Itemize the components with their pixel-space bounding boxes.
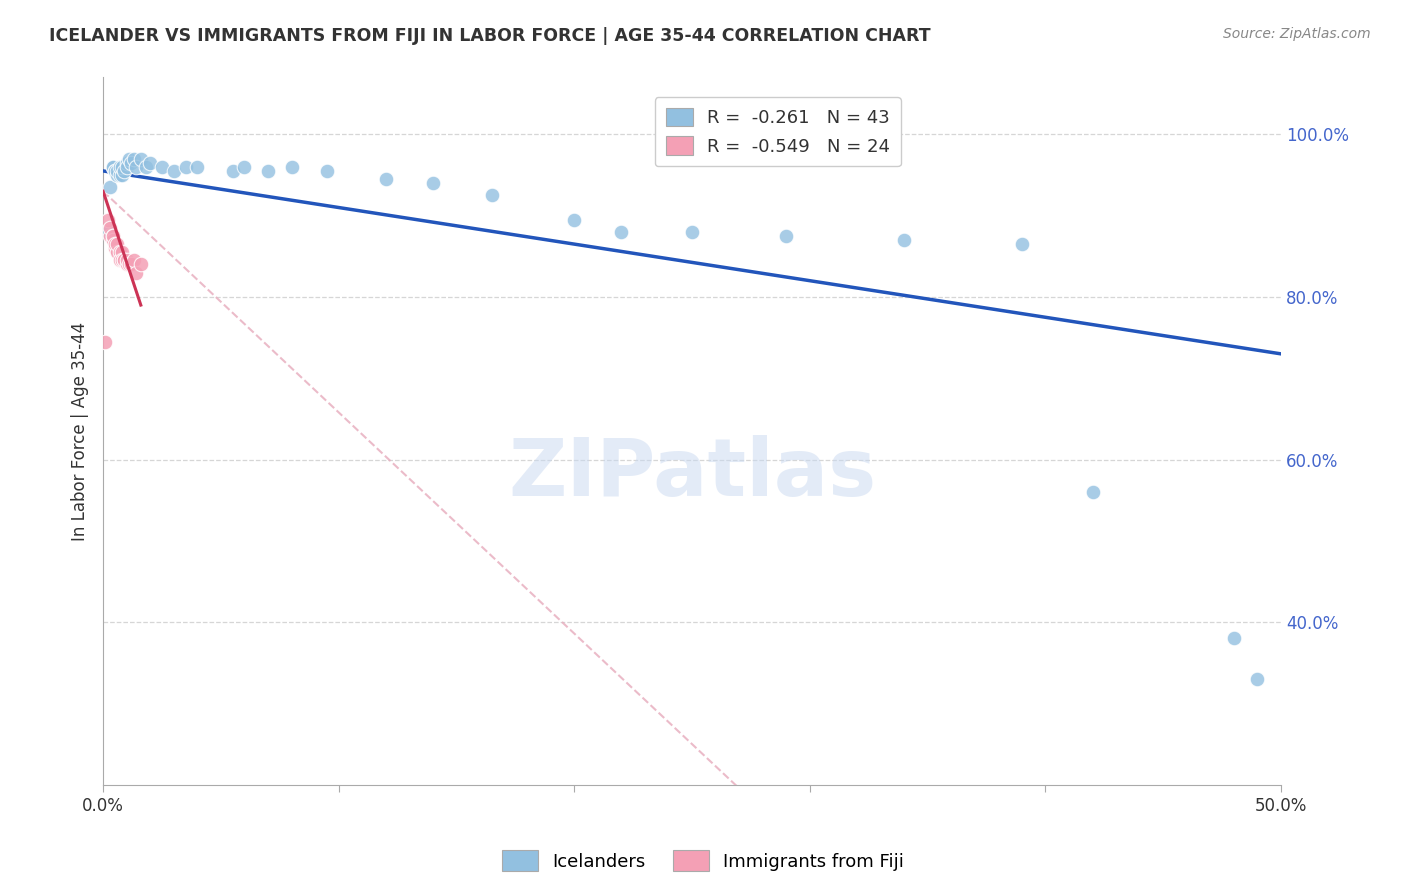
Point bbox=[98, 229, 121, 244]
Point bbox=[1011, 237, 1033, 252]
Point bbox=[118, 152, 141, 166]
Y-axis label: In Labor Force | Age 35-44: In Labor Force | Age 35-44 bbox=[72, 321, 89, 541]
Point bbox=[129, 152, 152, 166]
Point bbox=[135, 160, 157, 174]
Point bbox=[681, 225, 703, 239]
Point bbox=[1246, 672, 1268, 686]
Point bbox=[280, 160, 302, 174]
Point bbox=[174, 160, 197, 174]
Point bbox=[562, 212, 585, 227]
Point bbox=[101, 160, 124, 174]
Point bbox=[115, 253, 138, 268]
Point bbox=[120, 156, 142, 170]
Point bbox=[111, 160, 134, 174]
Point bbox=[118, 257, 141, 271]
Point bbox=[105, 237, 128, 252]
Point bbox=[112, 164, 135, 178]
Point bbox=[893, 233, 915, 247]
Point bbox=[610, 225, 633, 239]
Point bbox=[104, 164, 127, 178]
Point bbox=[97, 212, 120, 227]
Point bbox=[129, 257, 152, 271]
Point bbox=[150, 160, 173, 174]
Point bbox=[122, 253, 145, 268]
Point bbox=[186, 160, 208, 174]
Legend: R =  -0.261   N = 43, R =  -0.549   N = 24: R = -0.261 N = 43, R = -0.549 N = 24 bbox=[655, 97, 901, 167]
Point bbox=[98, 180, 121, 194]
Text: ICELANDER VS IMMIGRANTS FROM FIJI IN LABOR FORCE | AGE 35-44 CORRELATION CHART: ICELANDER VS IMMIGRANTS FROM FIJI IN LAB… bbox=[49, 27, 931, 45]
Point bbox=[125, 160, 148, 174]
Point bbox=[374, 172, 396, 186]
Point bbox=[115, 160, 138, 174]
Point bbox=[122, 152, 145, 166]
Point bbox=[112, 253, 135, 268]
Point bbox=[125, 266, 148, 280]
Point bbox=[111, 245, 134, 260]
Point bbox=[233, 160, 256, 174]
Point bbox=[101, 229, 124, 244]
Text: Source: ZipAtlas.com: Source: ZipAtlas.com bbox=[1223, 27, 1371, 41]
Point bbox=[108, 168, 131, 182]
Point bbox=[105, 168, 128, 182]
Point bbox=[111, 253, 134, 268]
Text: ZIPatlas: ZIPatlas bbox=[508, 434, 876, 513]
Point bbox=[316, 164, 339, 178]
Point bbox=[481, 188, 503, 202]
Point bbox=[120, 257, 142, 271]
Point bbox=[108, 253, 131, 268]
Point bbox=[163, 164, 186, 178]
Point bbox=[257, 164, 280, 178]
Point bbox=[422, 176, 444, 190]
Point bbox=[139, 156, 162, 170]
Legend: Icelanders, Immigrants from Fiji: Icelanders, Immigrants from Fiji bbox=[495, 843, 911, 879]
Point bbox=[104, 164, 127, 178]
Point bbox=[101, 229, 124, 244]
Point bbox=[115, 257, 138, 271]
Point bbox=[775, 229, 797, 244]
Point bbox=[97, 225, 120, 239]
Point bbox=[105, 164, 128, 178]
Point bbox=[98, 220, 121, 235]
Point bbox=[105, 245, 128, 260]
Point bbox=[101, 160, 124, 174]
Point bbox=[104, 241, 127, 255]
Point bbox=[112, 253, 135, 268]
Point bbox=[1223, 632, 1246, 646]
Point bbox=[115, 156, 138, 170]
Point bbox=[221, 164, 243, 178]
Point bbox=[111, 168, 134, 182]
Point bbox=[104, 237, 127, 252]
Point bbox=[101, 233, 124, 247]
Point bbox=[108, 245, 131, 260]
Point bbox=[1081, 485, 1104, 500]
Point bbox=[108, 160, 131, 174]
Point bbox=[94, 334, 117, 349]
